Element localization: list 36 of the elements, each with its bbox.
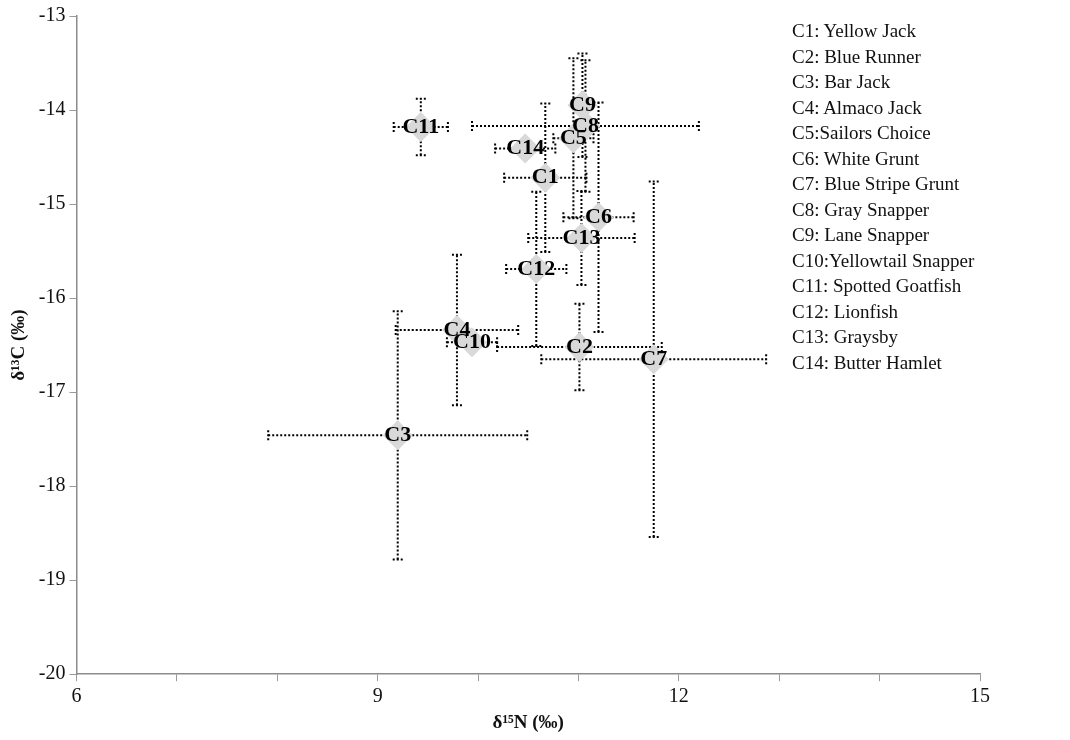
annotation: C12 — [517, 254, 556, 280]
annotation: C7 — [640, 344, 668, 370]
y-tick-label: -18 — [38, 473, 66, 496]
y-tick-label: -19 — [38, 567, 66, 590]
annotation: C6: White Grunt — [792, 146, 921, 171]
annotation: C9 — [569, 91, 596, 117]
annotation: C11 — [402, 112, 440, 138]
y-tick-label: -20 — [38, 661, 66, 684]
annotation: C7: Blue Stripe Grunt — [792, 172, 961, 196]
annotation: C4: Almaco Jack — [792, 95, 923, 120]
y-axis-title: δ¹³C (‰) — [7, 309, 30, 381]
annotation: C3 — [384, 421, 412, 447]
annotation: C14 — [506, 134, 545, 160]
x-tick-label: 12 — [668, 684, 689, 707]
annotation: C2 — [565, 332, 593, 358]
annotation: C1: Yellow Jack — [792, 19, 918, 43]
annotation: C13: Graysby — [792, 325, 900, 349]
annotation: C14: Butter Hamlet — [792, 350, 943, 375]
y-tick-label: -16 — [38, 285, 66, 308]
annotation: C2: Blue Runner — [792, 44, 922, 69]
annotation: C11: Spotted Goatfish — [792, 274, 963, 298]
annotation: C12: Lionfish — [792, 299, 900, 324]
y-tick-label: -17 — [38, 379, 66, 402]
x-tick-label: 6 — [71, 684, 82, 707]
annotation: C8: Gray Snapper — [792, 197, 931, 222]
annotation: C3: Bar Jack — [792, 70, 892, 94]
y-tick-label: -13 — [38, 3, 66, 26]
annotation: C10:Yellowtail Snapper — [792, 248, 975, 273]
x-tick-label: 9 — [372, 684, 383, 707]
y-tick-label: -14 — [38, 97, 66, 120]
x-axis-title: δ¹⁵N (‰) — [492, 710, 564, 733]
x-tick-label: 15 — [970, 684, 990, 707]
annotation: C9: Lane Snapper — [792, 223, 931, 247]
annotation: C5:Sailors Choice — [792, 121, 932, 145]
y-tick-label: -15 — [38, 191, 66, 214]
annotation: C1 — [531, 163, 559, 189]
